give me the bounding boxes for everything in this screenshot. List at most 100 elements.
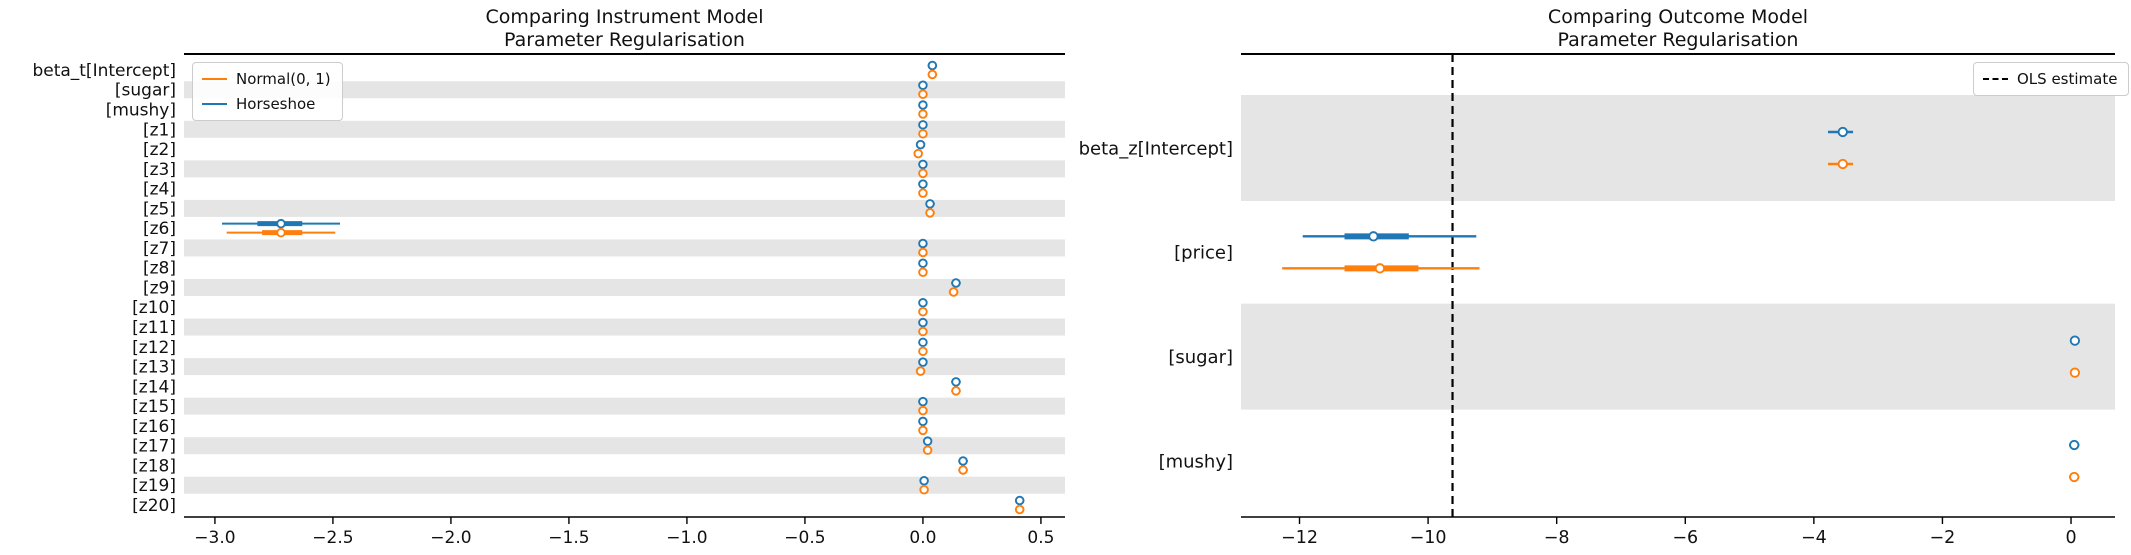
point-estimate-marker [913,148,923,159]
point-estimate-marker [918,120,928,130]
x-tick-label: −2.5 [312,528,353,548]
y-axis-label: beta_t[Intercept] [32,61,176,81]
point-estimate-marker [919,475,929,486]
y-axis-label: [z2] [143,140,176,160]
point-estimate-marker [276,227,286,238]
point-estimate-marker [925,199,935,209]
point-estimate-marker [958,465,968,475]
y-axis-label: [z16] [132,417,176,437]
outcome-title-line1: Comparing Outcome Model [1547,6,1809,28]
x-tick-label: 0 [2065,528,2076,548]
point-estimate-marker [951,278,961,288]
point-estimate-marker [922,436,933,446]
legend-label-horseshoe: Horseshoe [236,95,316,113]
x-tick-label: −1.5 [548,528,589,548]
row-band [184,279,1065,297]
point-estimate-marker [918,405,928,416]
y-axis-label: [z19] [132,476,176,496]
y-axis-label: [z4] [143,180,176,200]
x-tick-label: 0.0 [909,528,936,548]
point-estimate-marker [927,60,938,71]
point-estimate-marker [918,109,928,119]
y-axis-label: [z15] [132,397,176,417]
x-tick-label: −12 [1281,528,1318,548]
y-axis-label: [z17] [132,437,176,457]
x-tick-label: −2.0 [430,528,471,548]
y-axis-label: [z9] [143,278,176,298]
x-tick-label: 0.5 [1027,528,1054,548]
legend-entry-horseshoe: Horseshoe [202,95,331,113]
point-estimate-marker [1368,231,1379,242]
point-estimate-marker [918,416,928,427]
row-band [184,81,1065,99]
x-tick-label: −2 [1930,528,1956,548]
x-tick-label: −4 [1801,528,1827,548]
point-estimate-marker [918,89,928,100]
legend-label-ols: OLS estimate [2017,70,2118,88]
row-band [184,437,1065,455]
point-estimate-marker [1837,158,1848,170]
point-estimate-marker [276,218,286,229]
y-axis-label: [price] [1174,243,1233,264]
legend-entry-normal: Normal(0, 1) [202,70,331,88]
point-estimate-marker [915,139,926,150]
point-estimate-marker [2069,471,2080,483]
point-estimate-marker [918,307,928,317]
point-estimate-marker [919,484,929,495]
instrument-title-line1: Comparing Instrument Model [485,6,764,28]
point-estimate-marker [1837,126,1848,138]
x-tick-label: −0.5 [784,528,825,548]
row-band [184,199,1065,217]
point-estimate-marker [918,258,928,268]
y-axis-label: [z20] [132,496,176,516]
row-band [184,476,1065,494]
y-axis-label: [z1] [143,120,176,140]
outcome-chart-title: Comparing Outcome Model Parameter Regular… [1241,6,2115,52]
instrument-title-line2: Parameter Regularisation [504,29,745,51]
row-band [1241,303,2115,410]
y-axis-label: [mushy] [106,100,176,120]
point-estimate-marker [922,445,933,455]
point-estimate-marker [918,425,928,436]
x-tick-label: −3.0 [194,528,235,548]
point-estimate-marker [1014,495,1025,506]
y-axis-label: [z14] [132,377,176,397]
point-estimate-marker [918,337,928,348]
point-estimate-marker [958,456,968,466]
row-band [1241,95,2115,201]
y-axis-label: [z6] [143,219,176,239]
point-estimate-marker [918,396,928,407]
y-axis-label: [sugar] [1168,347,1233,368]
point-estimate-marker [918,298,928,308]
normal-prior-line-icon [202,78,227,80]
point-estimate-marker [918,159,928,170]
point-estimate-marker [918,129,928,139]
point-estimate-marker [918,238,928,249]
y-axis-label: [z12] [132,338,176,358]
row-band [184,397,1065,415]
row-band [184,120,1065,138]
point-estimate-marker [918,80,928,91]
point-estimate-marker [2069,439,2080,451]
point-estimate-marker [927,69,938,80]
point-estimate-marker [951,377,961,387]
point-estimate-marker [918,326,928,337]
point-estimate-marker [918,267,928,277]
x-tick-label: −6 [1672,528,1698,548]
point-estimate-marker [2069,335,2081,346]
point-estimate-marker [918,188,928,198]
point-estimate-marker [925,208,935,218]
y-axis-label: [z18] [132,456,176,476]
row-band [184,160,1065,178]
point-estimate-marker [918,346,928,357]
point-estimate-marker [918,179,928,189]
x-tick-label: −8 [1544,528,1570,548]
outcome-legend: OLS estimate [1973,62,2130,96]
point-estimate-marker [951,386,961,396]
instrument-legend: Normal(0, 1) Horseshoe [192,62,343,121]
point-estimate-marker [918,357,928,367]
y-axis-label: [mushy] [1159,451,1233,472]
y-axis-label: [z5] [143,199,176,219]
